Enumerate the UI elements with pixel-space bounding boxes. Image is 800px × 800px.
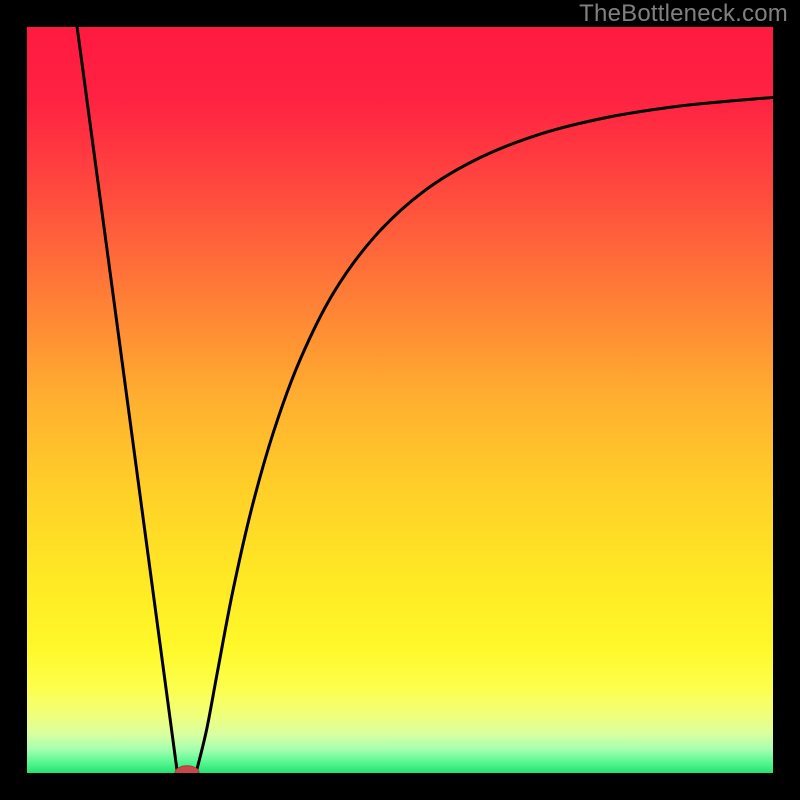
bottleneck-chart xyxy=(0,0,800,800)
plot-background xyxy=(27,27,775,775)
chart-container: TheBottleneck.com xyxy=(0,0,800,800)
